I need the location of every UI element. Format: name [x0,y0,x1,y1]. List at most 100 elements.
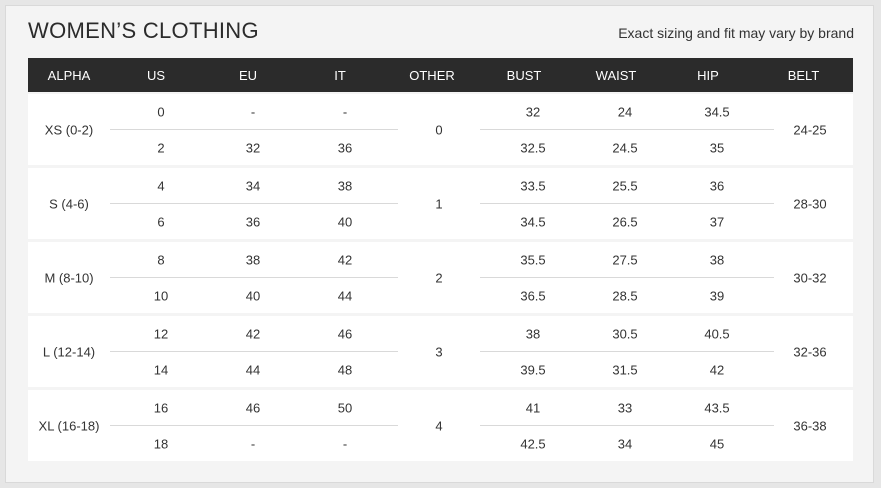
eu-size-cell: 36 [245,214,261,230]
us-size-cell: 4 [157,178,165,194]
eu-size-cell: 42 [245,326,261,342]
header-alpha: ALPHA [47,67,91,83]
header-it: IT [334,67,346,83]
row-divider [480,351,774,352]
us-size-cell: 18 [153,436,169,452]
row-divider [480,425,774,426]
alpha-size-cell: XS (0-2) [44,122,94,138]
other-size-cell: 1 [435,196,443,212]
belt-size-cell: 36-38 [793,418,827,434]
row-divider [110,425,398,426]
header-bust: BUST [506,67,542,83]
row-divider [480,203,774,204]
table-body: XS (0-2) 0 24-25 0- -32 24 34.5 2 32 36 32.5 24.5 35… [28,94,853,461]
row-divider [110,129,398,130]
hip-measure-cell: 35 [709,140,725,156]
size-group-row: S (4-6) 1 28-30 4 34 38 33.5 25.5 36 6 36 40 34.5 26.… [28,168,853,239]
it-size-cell: 36 [337,140,353,156]
header-other: OTHER [409,67,455,83]
us-size-cell: 10 [153,288,169,304]
hip-measure-cell: 37 [709,214,725,230]
waist-measure-cell: 28.5 [612,288,638,304]
header-belt: BELT [787,67,820,83]
eu-size-cell: 46 [245,400,261,416]
bust-measure-cell: 39.5 [520,362,546,378]
belt-size-cell: 32-36 [793,344,827,360]
bust-measure-cell: 33.5 [520,178,546,194]
hip-measure-cell: 45 [709,436,725,452]
header-us: US [146,67,166,83]
us-size-cell: 0 [157,104,165,120]
eu-size-cell: 32 [245,140,261,156]
us-size-cell: 2 [157,140,165,156]
waist-measure-cell: 25.5 [612,178,638,194]
row-divider [480,277,774,278]
row-divider [110,277,398,278]
bust-measure-cell: 41 [525,400,541,416]
bust-measure-cell: 34.5 [520,214,546,230]
waist-measure-cell: 24.5 [612,140,638,156]
it-size-cell: 44 [337,288,353,304]
sizing-note: Exact sizing and fit may vary by brand [618,25,854,41]
belt-size-cell: 24-25 [793,122,827,138]
size-group-row: XS (0-2) 0 24-25 0 - - 32 24 34.5 2 32 36 32.5 24.5 35 [28,94,853,165]
bust-measure-cell: 32 [525,104,541,120]
waist-measure-cell: 31.5 [612,362,638,378]
hip-measure-cell: 39 [709,288,725,304]
size-group-row: XL (16-18) 4 36-38 16 46 50 41 33 43.5 18 - - 42.5 34… [28,390,853,461]
bust-measure-cell: 38 [525,326,541,342]
row-divider [110,351,398,352]
eu-size-cell: 40 [245,288,261,304]
us-size-cell: 6 [157,214,165,230]
row-divider [480,129,774,130]
us-size-cell: 8 [157,252,165,268]
waist-measure-cell: 24 [617,104,633,120]
other-size-cell: 0 [435,122,443,138]
it-size-cell: - [342,104,348,120]
hip-measure-cell: 42 [709,362,725,378]
waist-measure-cell: 27.5 [612,252,638,268]
other-size-cell: 2 [435,270,443,286]
header-hip: HIP [697,67,719,83]
it-size-cell: - [342,436,348,452]
eu-size-cell: - [250,104,256,120]
alpha-size-cell: L (12-14) [42,344,96,360]
hip-measure-cell: 38 [709,252,725,268]
belt-size-cell: 28-30 [793,196,827,212]
eu-size-cell: 34 [245,178,261,194]
eu-size-cell: 44 [245,362,261,378]
it-size-cell: 42 [337,252,353,268]
bust-measure-cell: 32.5 [520,140,546,156]
waist-measure-cell: 30.5 [612,326,638,342]
belt-size-cell: 30-32 [793,270,827,286]
size-group-row: L (12-14) 3 32-36 12 42 46 38 30.5 40.5 14 44 48 39.… [28,316,853,387]
us-size-cell: 14 [153,362,169,378]
hip-measure-cell: 43.5 [704,400,730,416]
us-size-cell: 12 [153,326,169,342]
row-divider [110,203,398,204]
size-table: ALPHA US EU IT OTHER BUST WAIST HIP BELT… [28,58,853,461]
waist-measure-cell: 34 [617,436,633,452]
table-header: ALPHA US EU IT OTHER BUST WAIST HIP BELT [28,58,853,92]
header-eu: EU [238,67,258,83]
page-title: WOMEN’S CLOTHING [28,18,259,43]
hip-measure-cell: 34.5 [704,104,730,120]
us-size-cell: 16 [153,400,169,416]
it-size-cell: 48 [337,362,353,378]
alpha-size-cell: S (4-6) [49,196,89,212]
bust-measure-cell: 36.5 [520,288,546,304]
header-waist: WAIST [595,67,637,83]
other-size-cell: 3 [435,344,443,360]
it-size-cell: 50 [337,400,353,416]
eu-size-cell: - [250,436,256,452]
bust-measure-cell: 35.5 [520,252,546,268]
waist-measure-cell: 33 [617,400,633,416]
other-size-cell: 4 [435,418,443,434]
size-group-row: M (8-10) 2 30-32 8 38 42 35.5 27.5 38 10 40 44 36.5 2… [28,242,853,313]
hip-measure-cell: 40.5 [704,326,730,342]
it-size-cell: 46 [337,326,353,342]
hip-measure-cell: 36 [709,178,725,194]
eu-size-cell: 38 [245,252,261,268]
alpha-size-cell: M (8-10) [44,270,94,286]
it-size-cell: 38 [337,178,353,194]
